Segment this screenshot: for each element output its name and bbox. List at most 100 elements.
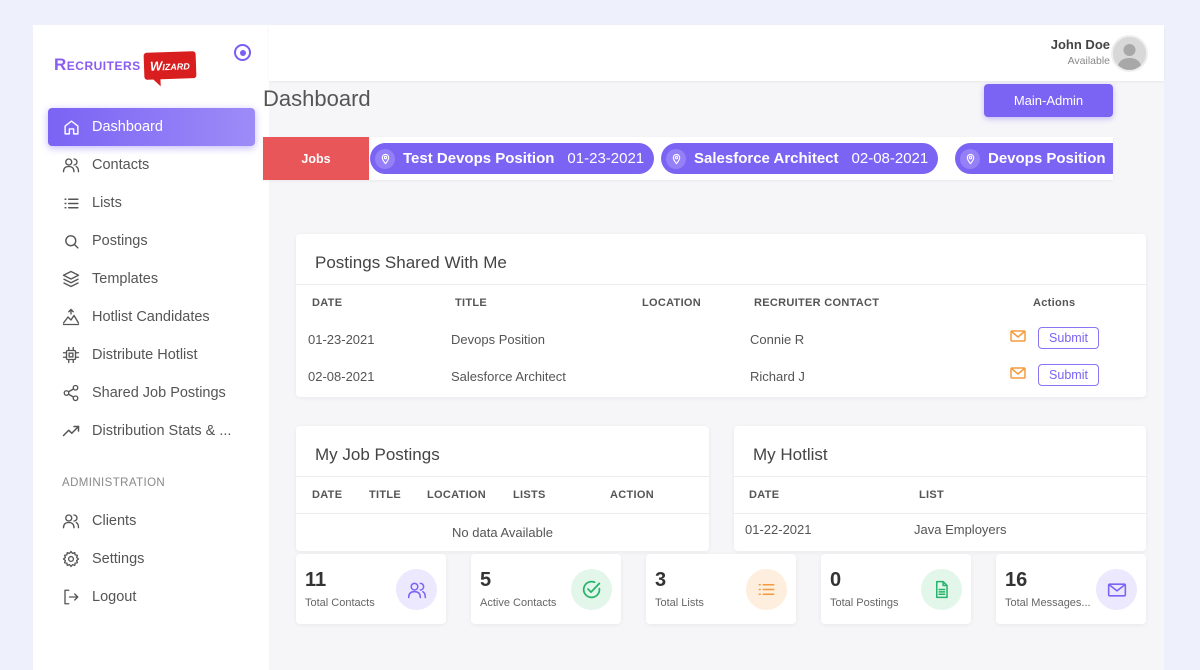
sidebar-nav: Dashboard Contacts Lists Postings [48, 108, 255, 616]
job-chip-title: Salesforce Architect [694, 150, 839, 167]
sidebar-item-label: Distribution Stats & ... [92, 423, 232, 439]
table-cell-date: 02-08-2021 [308, 369, 375, 384]
sidebar-section-administration: ADMINISTRATION [62, 477, 166, 489]
job-chip[interactable]: Test Devops Position 01-23-2021 [370, 143, 655, 174]
submit-button[interactable]: Submit [1038, 364, 1099, 386]
column-header-recruiter-contact[interactable]: RECRUITER CONTACT [754, 297, 880, 309]
sidebar-item-templates[interactable]: Templates [48, 260, 255, 298]
stat-value: 3 [655, 569, 667, 591]
my-hotlist-card: My Hotlist DATE LIST 01-22-2021 Java Emp… [734, 426, 1146, 551]
users-icon [396, 569, 437, 610]
gear-icon [62, 550, 80, 568]
check-circle-icon [571, 569, 612, 610]
card-divider [734, 513, 1146, 514]
column-header-list[interactable]: LIST [919, 489, 945, 501]
search-icon [62, 232, 80, 250]
main-admin-button[interactable]: Main-Admin [984, 84, 1113, 117]
job-chip[interactable]: Devops Position [955, 143, 1113, 174]
sidebar-item-clients[interactable]: Clients [48, 502, 255, 540]
job-chip-date: 02-08-2021 [851, 150, 929, 167]
my-job-postings-card: My Job Postings DATE TITLE LOCATION LIST… [296, 426, 709, 551]
user-avatar-icon [1117, 44, 1142, 70]
empty-state-text: No data Available [452, 525, 553, 540]
sidebar-item-contacts[interactable]: Contacts [48, 146, 255, 184]
sidebar-item-label: Templates [92, 271, 159, 287]
sidebar-item-label: Logout [92, 589, 137, 605]
sidebar-item-settings[interactable]: Settings [48, 540, 255, 578]
sidebar-item-hotlist-candidates[interactable]: Hotlist Candidates [48, 298, 255, 336]
top-bar: John Doe Available [269, 25, 1164, 81]
trending-up-icon [62, 422, 80, 440]
submit-button[interactable]: Submit [1038, 327, 1099, 349]
users-icon [62, 156, 80, 174]
column-header-date[interactable]: DATE [312, 297, 343, 309]
avatar[interactable] [1111, 35, 1148, 72]
page-title: Dashboard [263, 86, 371, 111]
sidebar-item-label: Settings [92, 551, 145, 567]
brand-name-part2: Wizard [143, 50, 196, 80]
stat-label: Active Contacts [480, 597, 557, 609]
stat-card-total-contacts[interactable]: 11 Total Contacts [296, 554, 446, 624]
shared-postings-card: Postings Shared With Me DATE TITLE LOCAT… [296, 234, 1146, 397]
column-header-actions: Actions [1033, 297, 1076, 309]
stat-card-total-lists[interactable]: 3 Total Lists [646, 554, 796, 624]
column-header-title[interactable]: TITLE [369, 489, 402, 501]
job-chip-date: 01-23-2021 [567, 150, 645, 167]
brand-name-part1: Recruiters [54, 55, 141, 74]
sidebar-item-shared-job-postings[interactable]: Shared Job Postings [48, 374, 255, 412]
sidebar-item-dashboard[interactable]: Dashboard [48, 108, 255, 146]
sidebar-item-distribution-stats[interactable]: Distribution Stats & ... [48, 412, 255, 450]
user-status: Available [1067, 55, 1110, 67]
column-header-location[interactable]: LOCATION [427, 489, 487, 501]
share-icon [62, 384, 80, 402]
brand-logo[interactable]: Recruiters Wizard [54, 42, 196, 88]
sidebar-toggle-icon[interactable] [234, 44, 251, 61]
jobs-ticker: Jobs Test Devops Position 01-23-2021 Sal… [263, 137, 1113, 180]
layers-icon [62, 270, 80, 288]
sidebar-item-logout[interactable]: Logout [48, 578, 255, 616]
column-header-lists[interactable]: LISTS [513, 489, 546, 501]
job-chip-title: Test Devops Position [403, 150, 555, 167]
mail-icon[interactable] [1010, 330, 1026, 342]
sidebar: Recruiters Wizard Dashboard Contacts [33, 25, 269, 670]
stat-value: 16 [1005, 569, 1028, 591]
column-header-date[interactable]: DATE [312, 489, 343, 501]
column-header-date[interactable]: DATE [749, 489, 780, 501]
document-icon [921, 569, 962, 610]
stat-card-total-postings[interactable]: 0 Total Postings [821, 554, 971, 624]
mail-icon [1096, 569, 1137, 610]
table-cell-title: Devops Position [451, 332, 545, 347]
job-chip[interactable]: Salesforce Architect 02-08-2021 [661, 143, 939, 174]
card-divider [296, 513, 709, 514]
list-icon [62, 194, 80, 212]
sidebar-item-label: Contacts [92, 157, 150, 173]
column-header-location[interactable]: LOCATION [642, 297, 702, 309]
stat-label: Total Contacts [305, 597, 375, 609]
mail-icon[interactable] [1010, 367, 1026, 379]
home-icon [62, 118, 80, 136]
card-divider [296, 284, 1146, 285]
stat-card-total-messages[interactable]: 16 Total Messages... [996, 554, 1146, 624]
column-header-title[interactable]: TITLE [455, 297, 488, 309]
column-header-action: ACTION [610, 489, 654, 501]
sidebar-item-lists[interactable]: Lists [48, 184, 255, 222]
sidebar-item-label: Postings [92, 233, 148, 249]
stat-card-active-contacts[interactable]: 5 Active Contacts [471, 554, 621, 624]
stat-value: 11 [305, 569, 327, 591]
card-title: My Hotlist [753, 445, 828, 464]
sidebar-item-postings[interactable]: Postings [48, 222, 255, 260]
card-title: Postings Shared With Me [315, 253, 507, 272]
table-cell-list[interactable]: Java Employers [914, 522, 1007, 537]
user-name: John Doe [1050, 37, 1110, 52]
sidebar-item-label: Dashboard [92, 119, 163, 135]
sidebar-item-label: Clients [92, 513, 137, 529]
table-cell-contact: Connie R [750, 332, 805, 347]
sidebar-item-distribute-hotlist[interactable]: Distribute Hotlist [48, 336, 255, 374]
sidebar-item-label: Hotlist Candidates [92, 309, 210, 325]
user-info[interactable]: John Doe Available [1051, 37, 1110, 67]
job-chip-title: Devops Position [988, 150, 1106, 167]
sidebar-item-label: Shared Job Postings [92, 385, 226, 401]
users-icon [62, 512, 80, 530]
stat-label: Total Messages... [1005, 597, 1091, 609]
table-cell-date: 01-22-2021 [745, 522, 812, 537]
